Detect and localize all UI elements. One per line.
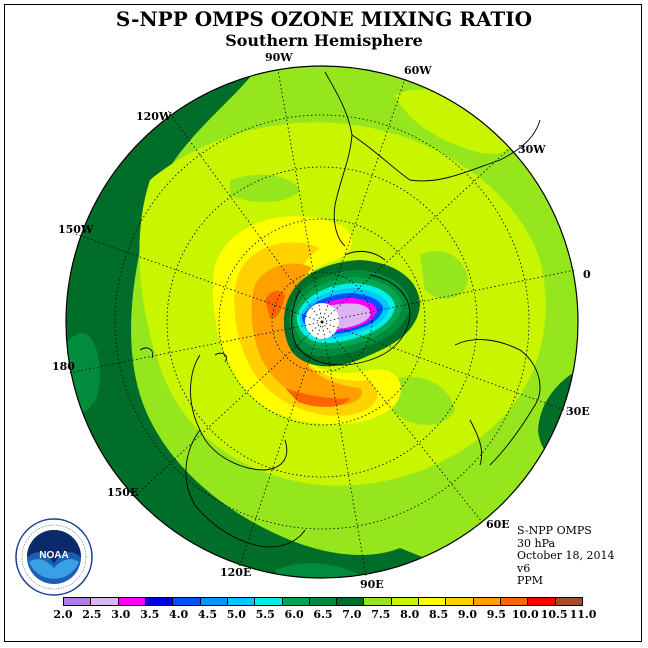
tasmania bbox=[214, 352, 227, 363]
info-level: 30 hPa bbox=[517, 536, 556, 550]
colorbar-tick-label: 5.0 bbox=[226, 608, 246, 621]
lon-label-0: 0 bbox=[583, 268, 591, 281]
colorbar-swatch bbox=[446, 598, 474, 605]
lon-label-90e: 90E bbox=[360, 578, 384, 591]
africa-coast bbox=[454, 339, 541, 466]
map-boundary bbox=[65, 65, 579, 579]
lon-label-150w: 150W bbox=[58, 223, 94, 236]
coastlines bbox=[139, 71, 541, 548]
south-america-coast bbox=[324, 71, 353, 247]
colorbar-swatch bbox=[309, 598, 338, 605]
colorbar-swatch bbox=[501, 598, 529, 605]
colorbar-tick-label: 4.5 bbox=[197, 608, 218, 621]
lon-label-150e: 150E bbox=[107, 486, 139, 499]
colorbar-swatch bbox=[337, 598, 365, 605]
colorbar bbox=[63, 597, 583, 606]
colorbar-tick-label: 2.0 bbox=[53, 608, 73, 621]
lon-label-120e: 120E bbox=[220, 566, 252, 579]
colorbar-tick-label: 8.5 bbox=[428, 608, 449, 621]
colorbar-tick-label: 9.0 bbox=[457, 608, 478, 621]
antarctic-peninsula bbox=[344, 250, 386, 261]
colorbar-swatch bbox=[282, 598, 310, 605]
colorbar-tick-label: 7.5 bbox=[371, 608, 391, 621]
lon-label-120w: 120W bbox=[136, 110, 172, 123]
info-version: v6 bbox=[517, 561, 531, 575]
field-7.5-island-n bbox=[230, 174, 300, 202]
colorbar-swatch bbox=[200, 598, 228, 605]
colorbar-tick-label: 3.5 bbox=[140, 608, 160, 621]
colorbar-tick-label: 8.0 bbox=[400, 608, 420, 621]
colorbar-tick-label: 7.0 bbox=[342, 608, 362, 621]
colorbar-tick-label: 6.5 bbox=[313, 608, 333, 621]
lon-label-90w: 90W bbox=[265, 51, 293, 64]
noaa-logo-text: NOAA bbox=[39, 550, 68, 561]
colorbar-swatch bbox=[64, 598, 92, 605]
field-8.0-patch-n bbox=[395, 89, 513, 154]
colorbar-swatch bbox=[555, 598, 582, 605]
info-instrument: S-NPP OMPS bbox=[517, 524, 592, 537]
colorbar-tick-label: 10.5 bbox=[540, 608, 568, 621]
field-7.5-island-e bbox=[420, 251, 468, 299]
lon-label-60w: 60W bbox=[404, 64, 432, 77]
colorbar-swatch bbox=[473, 598, 501, 605]
info-units: PPM bbox=[517, 574, 544, 587]
colorbar-swatch bbox=[528, 598, 556, 605]
info-block: S-NPP OMPS 30 hPa October 18, 2014 v6 PP… bbox=[517, 524, 615, 588]
colorbar-tick-label: 2.5 bbox=[82, 608, 102, 621]
field-10.0-w bbox=[265, 290, 285, 319]
australia-south-coast bbox=[185, 429, 306, 548]
lon-label-60e: 60E bbox=[486, 518, 510, 531]
colorbar-tick-label: 9.5 bbox=[486, 608, 506, 621]
colorbar-tick-label: 10.0 bbox=[511, 608, 539, 621]
lon-label-180: 180 bbox=[52, 360, 75, 373]
graticule bbox=[68, 69, 576, 577]
lon-label-30w: 30W bbox=[518, 143, 546, 156]
colorbar-swatch bbox=[364, 598, 392, 605]
colorbar-swatch bbox=[227, 598, 256, 605]
lon-label-30e: 30E bbox=[566, 405, 590, 418]
map-subtitle: Southern Hemisphere bbox=[225, 31, 423, 50]
colorbar-swatch bbox=[145, 598, 174, 605]
colorbar-tick-label: 4.0 bbox=[168, 608, 189, 621]
map-title: S-NPP OMPS OZONE MIXING RATIO bbox=[115, 7, 533, 31]
noaa-logo: NOAA bbox=[15, 518, 93, 596]
colorbar-tick-label: 6.0 bbox=[284, 608, 304, 621]
figure-frame bbox=[4, 4, 642, 642]
colorbar-swatch bbox=[173, 598, 201, 605]
field-6.5-patch-s bbox=[276, 563, 360, 578]
field-10.0 bbox=[285, 388, 350, 407]
colorbar-swatch bbox=[91, 598, 119, 605]
colorbar-swatch bbox=[419, 598, 447, 605]
antarctica-coast bbox=[291, 274, 411, 366]
colorbar-tick-label: 5.5 bbox=[255, 608, 275, 621]
new-zealand bbox=[139, 347, 154, 359]
australia-west-coast bbox=[190, 354, 288, 471]
info-date: October 18, 2014 bbox=[517, 549, 615, 562]
colorbar-swatch bbox=[255, 598, 283, 605]
colorbar-swatch bbox=[391, 598, 420, 605]
colorbar-tick-label: 11.0 bbox=[569, 608, 597, 621]
field-7.5-island-se bbox=[390, 376, 455, 425]
colorbar-swatch bbox=[118, 598, 146, 605]
south-america-east-coast bbox=[351, 119, 541, 182]
madagascar bbox=[469, 419, 483, 466]
colorbar-tick-label: 3.0 bbox=[111, 608, 131, 621]
